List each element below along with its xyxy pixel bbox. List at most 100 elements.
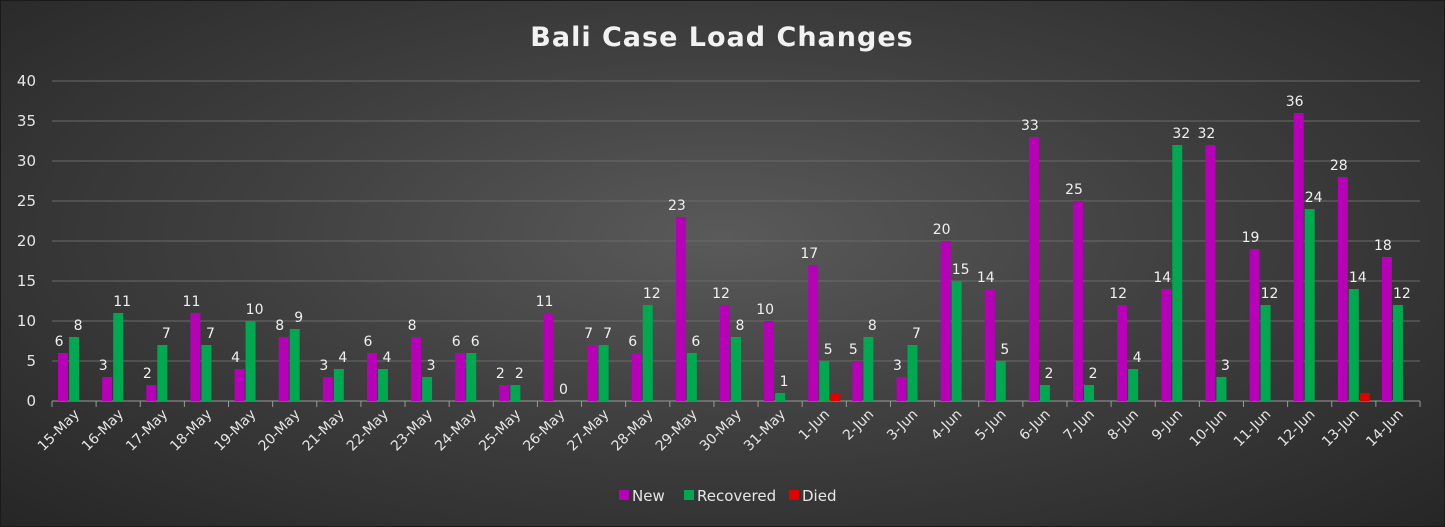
bar-new-3-Jun <box>896 377 907 401</box>
chart-title: Bali Case Load Changes <box>530 22 913 53</box>
bar-new-9-Jun <box>1161 289 1172 401</box>
data-label: 8 <box>275 318 284 334</box>
data-label: 20 <box>933 222 951 238</box>
legend-label: New <box>632 487 665 505</box>
data-label: 11 <box>183 294 201 310</box>
bar-recovered-27-May <box>598 345 609 401</box>
x-tick-label: 5-Jun <box>972 407 1009 444</box>
legend-item-recovered: Recovered <box>684 487 776 505</box>
x-tick-label: 13-Jun <box>1319 407 1363 451</box>
bars <box>58 113 1403 401</box>
x-tick-label: 15-May <box>35 407 83 455</box>
data-label: 8 <box>868 318 877 334</box>
data-label: 17 <box>800 246 818 262</box>
data-label: 32 <box>1172 126 1190 142</box>
x-tick-label: 31-May <box>741 407 789 455</box>
bar-died-1-Jun <box>830 393 841 401</box>
bar-new-16-May <box>102 377 113 401</box>
data-label: 24 <box>1305 190 1323 206</box>
bar-new-30-May <box>720 305 730 401</box>
x-tick-label: 23-May <box>388 407 436 455</box>
x-tick-label: 21-May <box>300 407 348 455</box>
y-tick-label: 30 <box>17 152 36 170</box>
data-label: 10 <box>756 302 774 318</box>
data-label: 5 <box>824 342 833 358</box>
data-label: 1 <box>780 374 789 390</box>
data-label: 8 <box>408 318 417 334</box>
data-label: 3 <box>893 358 902 374</box>
bar-new-12-Jun <box>1293 113 1304 401</box>
x-tick-label: 6-Jun <box>1017 407 1054 444</box>
y-tick-label: 20 <box>17 232 36 250</box>
data-label: 2 <box>496 366 505 382</box>
y-tick-label: 15 <box>17 272 36 290</box>
y-tick-label: 25 <box>17 192 36 210</box>
bar-recovered-11-Jun <box>1260 305 1271 401</box>
bar-new-18-May <box>190 313 201 401</box>
bar-new-17-May <box>146 385 157 401</box>
x-tick-label: 3-Jun <box>884 407 921 444</box>
x-tick-label: 27-May <box>564 407 612 455</box>
bar-new-4-Jun <box>940 241 951 401</box>
data-label: 6 <box>364 334 373 350</box>
x-tick-label: 14-Jun <box>1363 407 1407 451</box>
data-label: 10 <box>246 302 264 318</box>
bar-new-25-May <box>499 385 510 401</box>
bar-new-11-Jun <box>1249 249 1260 401</box>
bar-recovered-10-Jun <box>1216 377 1227 401</box>
data-label: 7 <box>603 326 612 342</box>
y-tick-label: 5 <box>26 352 36 370</box>
x-tick-label: 22-May <box>344 407 392 455</box>
data-label: 3 <box>427 358 436 374</box>
x-tick-label: 1-Jun <box>796 407 833 444</box>
data-label: 6 <box>55 334 64 350</box>
bar-new-27-May <box>587 345 598 401</box>
bar-recovered-14-Jun <box>1392 305 1403 401</box>
data-label: 8 <box>736 318 745 334</box>
y-tick-label: 10 <box>17 312 36 330</box>
data-label: 15 <box>952 262 970 278</box>
bar-new-19-May <box>234 369 245 401</box>
bar-recovered-24-May <box>466 353 477 401</box>
bar-recovered-2-Jun <box>863 337 874 401</box>
bar-recovered-4-Jun <box>951 281 962 401</box>
x-tick-label: 11-Jun <box>1231 407 1275 451</box>
bar-recovered-20-May <box>289 329 300 401</box>
bar-new-6-Jun <box>1028 137 1039 401</box>
bar-new-2-Jun <box>852 361 863 401</box>
bar-recovered-28-May <box>642 305 653 401</box>
bar-recovered-13-Jun <box>1348 289 1359 401</box>
data-label: 12 <box>643 286 661 302</box>
bar-new-31-May <box>764 321 775 401</box>
x-tick-label: 8-Jun <box>1105 407 1142 444</box>
bar-recovered-1-Jun <box>819 361 830 401</box>
x-tick-label: 2-Jun <box>840 407 877 444</box>
data-label: 2 <box>1089 366 1098 382</box>
data-label: 2 <box>515 366 524 382</box>
data-label: 23 <box>668 198 686 214</box>
bar-recovered-15-May <box>69 337 80 401</box>
legend-label: Died <box>802 487 836 505</box>
data-label: 14 <box>977 270 995 286</box>
x-axis-ticks: 15-May16-May17-May18-May19-May20-May21-M… <box>35 407 1407 455</box>
bar-recovered-9-Jun <box>1172 145 1183 401</box>
bar-new-8-Jun <box>1117 305 1128 401</box>
bar-recovered-8-Jun <box>1128 369 1139 401</box>
data-label: 7 <box>584 326 593 342</box>
bar-new-22-May <box>366 353 377 401</box>
data-label: 5 <box>849 342 858 358</box>
bar-new-13-Jun <box>1337 177 1348 401</box>
y-tick-label: 0 <box>26 392 36 410</box>
data-label: 7 <box>206 326 215 342</box>
x-tick-label: 7-Jun <box>1061 407 1098 444</box>
data-label: 7 <box>912 326 921 342</box>
data-label: 12 <box>712 286 730 302</box>
data-label: 4 <box>231 350 240 366</box>
bar-new-29-May <box>675 217 686 401</box>
bar-recovered-12-Jun <box>1304 209 1315 401</box>
data-label: 11 <box>113 294 131 310</box>
data-label: 4 <box>1133 350 1142 366</box>
data-label: 14 <box>1349 270 1367 286</box>
legend-item-new: New <box>619 487 665 505</box>
